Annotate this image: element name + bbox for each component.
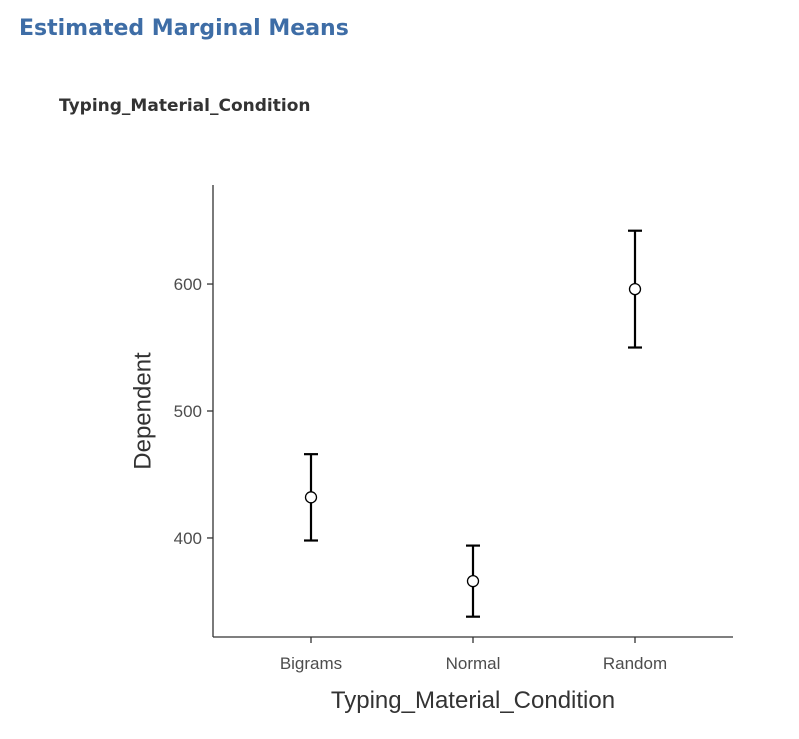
x-tick-label: Bigrams <box>280 654 342 673</box>
y-tick-label: 600 <box>174 275 202 294</box>
mean-point-random <box>628 282 642 296</box>
plot-marks <box>304 229 642 618</box>
axes: 400 500 600 Bigrams Normal Random <box>174 185 733 673</box>
mean-point-bigrams <box>304 491 318 504</box>
x-axis-title: Typing_Material_Condition <box>331 687 615 714</box>
x-tick-label: Random <box>603 654 667 673</box>
mean-point-normal <box>466 574 480 588</box>
plot-subheading: Typing_Material_Condition <box>59 96 311 116</box>
y-tick-label: 400 <box>174 529 202 548</box>
error-bar-normal <box>466 544 480 618</box>
x-tick-label: Normal <box>446 654 501 673</box>
error-bar-bigrams <box>304 453 318 542</box>
y-tick-label: 500 <box>174 402 202 421</box>
section-title: Estimated Marginal Means <box>19 16 349 41</box>
y-axis-title: Dependent <box>130 352 157 470</box>
error-bar-random <box>628 229 642 349</box>
